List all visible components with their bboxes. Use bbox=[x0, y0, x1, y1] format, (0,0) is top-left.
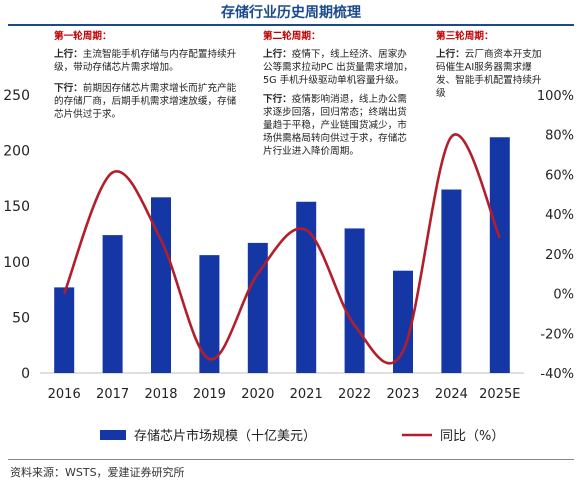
y-left-tick-0: 0 bbox=[21, 366, 30, 382]
source-note: 资料来源：WSTS，爱建证券研究所 bbox=[10, 466, 185, 479]
phase-1-note: 第一轮周期： 上行：主流智能手机存储与内存配置持续升级，带动存储芯片需求增加。 … bbox=[54, 30, 244, 126]
phase-3-up-tag: 上行： bbox=[436, 49, 465, 60]
bar-2018 bbox=[151, 197, 171, 373]
y-left-tick-100: 100 bbox=[3, 255, 30, 271]
phase-2-title: 第二轮周期： bbox=[263, 31, 321, 42]
x-tick-2021: 2021 bbox=[290, 387, 323, 402]
legend-line-label: 同比（%） bbox=[440, 429, 504, 444]
x-tick-2018: 2018 bbox=[144, 387, 177, 402]
x-tick-2020: 2020 bbox=[241, 387, 274, 402]
title-divider bbox=[8, 24, 574, 26]
x-tick-2025E: 2025E bbox=[479, 387, 520, 402]
bar-2021 bbox=[296, 201, 317, 373]
y-left-tick-150: 150 bbox=[3, 199, 30, 215]
y-right-tick-40%: 40% bbox=[545, 208, 574, 223]
phase-2-note: 第二轮周期： 上行：疫情下，线上经济、居家办公等需求拉动PC 出货量需求增加，5… bbox=[263, 30, 413, 163]
x-tick-2019: 2019 bbox=[193, 387, 226, 402]
bar-2016 bbox=[54, 287, 75, 373]
y-right-tick-20%: 20% bbox=[545, 248, 574, 263]
phase-1-up-text: 主流智能手机存储与内存配置持续升级，带动存储芯片需求增加。 bbox=[54, 49, 237, 73]
bar-2023 bbox=[393, 270, 413, 373]
phase-1-down-tag: 下行： bbox=[54, 83, 83, 94]
x-tick-2023: 2023 bbox=[386, 387, 419, 402]
x-tick-2017: 2017 bbox=[96, 387, 129, 402]
y-left-tick-200: 200 bbox=[3, 144, 30, 160]
y-right-tick--20%: -20% bbox=[540, 327, 574, 342]
y-right-tick-60%: 60% bbox=[545, 168, 574, 183]
phase-1-title: 第一轮周期： bbox=[54, 31, 112, 42]
y-right-tick--40%: -40% bbox=[540, 367, 574, 382]
legend-bar-swatch bbox=[100, 430, 126, 440]
phase-1-down-text: 前期因存储芯片需求增长而扩充产能的存储厂商，后期手机需求增速放缓，存储芯片供过于… bbox=[54, 83, 237, 120]
bar-2024 bbox=[441, 189, 462, 373]
x-tick-2024: 2024 bbox=[435, 387, 468, 402]
y-right-tick-0%: 0% bbox=[553, 288, 574, 303]
phase-2-up-tag: 上行： bbox=[263, 49, 292, 60]
phase-3-title: 第三轮周期： bbox=[436, 31, 494, 42]
y-left-tick-50: 50 bbox=[12, 310, 30, 326]
bar-2022 bbox=[344, 228, 365, 373]
y-right-tick-80%: 80% bbox=[545, 129, 574, 144]
phase-2-down-tag: 下行： bbox=[263, 94, 292, 105]
phase-2-down-text: 疫情影响消退，线上办公需求逐步回落，回归常态；终端出货量趋于平稳，产业链囤货减少… bbox=[263, 94, 407, 157]
phase-2-up-text: 疫情下，线上经济、居家办公等需求拉动PC 出货量需求增加，5G 手机升级驱动单机… bbox=[263, 49, 413, 86]
y-right-tick-100%: 100% bbox=[537, 89, 574, 104]
bar-2020 bbox=[247, 242, 268, 373]
phase-3-note: 第三轮周期： 上行：云厂商资本开支加码催生AI服务器需求爆发、智能手机配置持续升… bbox=[436, 30, 542, 105]
bar-2017 bbox=[102, 235, 123, 373]
legend-bar-label: 存储芯片市场规模（十亿美元） bbox=[134, 428, 316, 444]
bar-2019 bbox=[199, 255, 220, 373]
x-tick-2016: 2016 bbox=[48, 387, 81, 402]
bar-2025E bbox=[489, 137, 510, 373]
phase-1-up-tag: 上行： bbox=[54, 49, 83, 60]
y-left-tick-250: 250 bbox=[3, 88, 30, 104]
yoy-line bbox=[62, 133, 501, 365]
page-title: 存储行业历史周期梳理 bbox=[221, 5, 361, 21]
source-divider bbox=[8, 459, 574, 460]
phase-3-up-text: 云厂商资本开支加码催生AI服务器需求爆发、智能手机配置持续升级 bbox=[436, 49, 542, 99]
x-tick-2022: 2022 bbox=[338, 387, 371, 402]
